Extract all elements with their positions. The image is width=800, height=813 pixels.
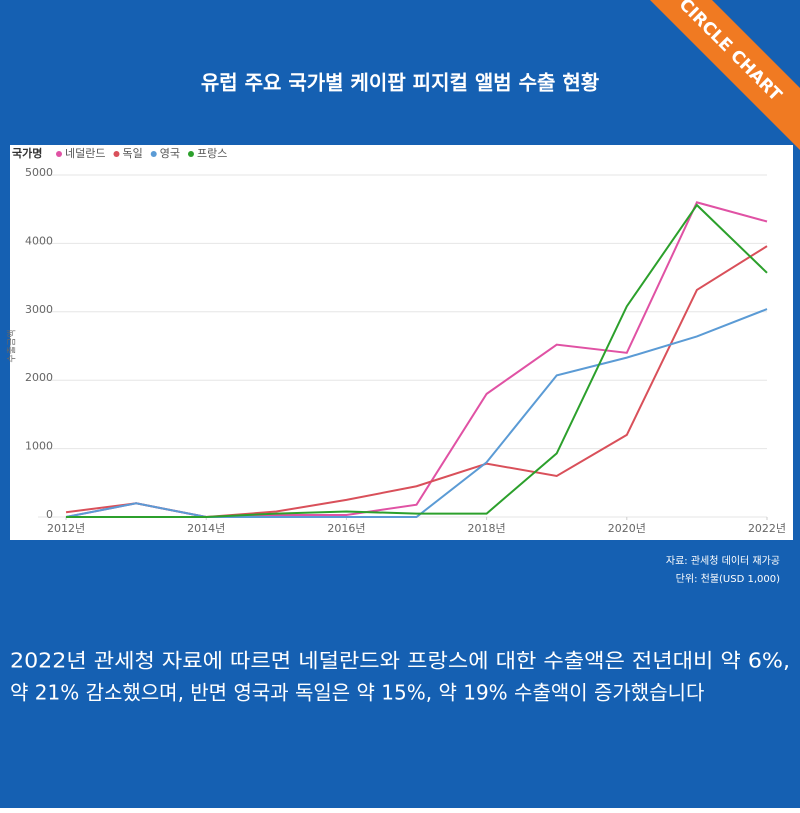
legend-label: 영국 [160, 147, 180, 160]
body-line: 약 21% 감소했으며, 반면 영국과 독일은 약 15%, 약 19% 수출액… [10, 681, 704, 705]
legend-marker [187, 151, 194, 157]
y-tick-label: 4000 [25, 234, 53, 247]
x-tick-label: 2020년 [608, 522, 646, 535]
body-line: 2022년 관세청 자료에 따르면 네덜란드와 프랑스에 대한 수출액은 전년대… [10, 649, 790, 673]
x-tick-label: 2014년 [187, 522, 225, 535]
source: 자료: 관세청 데이터 재가공 [666, 555, 780, 567]
legend-label: 독일 [122, 146, 142, 160]
series-line [65, 308, 768, 518]
legend-marker [150, 151, 157, 157]
legend-marker [56, 151, 62, 157]
chart-title: 유럽 주요 국가별 케이팝 피지컬 앨범 수출 현황 [201, 71, 600, 95]
legend-title: 국가명 [12, 146, 42, 160]
unit: 단위: 천불(USD 1,000) [676, 572, 780, 585]
legend-label: 프랑스 [197, 147, 227, 160]
y-tick-label: 3000 [25, 303, 53, 316]
series-line [66, 203, 768, 518]
y-tick-label: 0 [46, 508, 53, 521]
y-tick-label: 5000 [25, 166, 53, 179]
ribbon [650, 0, 800, 150]
legend-marker [113, 151, 120, 157]
chart-panel [10, 145, 793, 540]
y-axis-label: 수출금액 [6, 329, 18, 362]
legend-label: 네덜란드 [65, 147, 105, 160]
bottom-strip [0, 808, 800, 813]
y-tick-label: 1000 [25, 440, 53, 453]
x-tick-label: 2022년 [748, 522, 786, 535]
x-tick-label: 2012년 [47, 522, 85, 535]
x-tick-label: 2018년 [468, 522, 506, 535]
y-tick-label: 2000 [25, 371, 53, 384]
x-tick-label: 2016년 [327, 522, 365, 535]
